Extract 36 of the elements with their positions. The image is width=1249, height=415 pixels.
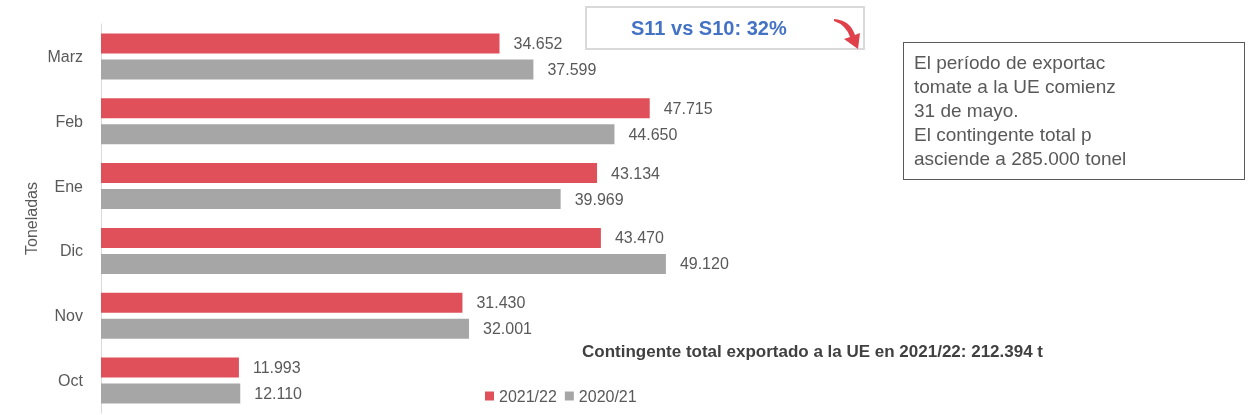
bar xyxy=(101,124,615,145)
y-tick-label: Ene xyxy=(54,177,84,195)
data-label: 34.652 xyxy=(513,34,563,52)
legend-label: 2020/21 xyxy=(578,387,637,405)
y-tick-label: Marz xyxy=(47,47,83,65)
bar xyxy=(101,357,239,378)
data-label: 43.470 xyxy=(614,229,664,247)
bar xyxy=(101,253,666,274)
y-axis-title: Toneladas xyxy=(22,182,40,255)
y-tick-label: Oct xyxy=(58,372,84,390)
legend-label: 2021/22 xyxy=(499,387,557,405)
bar xyxy=(101,189,561,210)
data-label: 37.599 xyxy=(547,60,597,78)
data-label: 44.650 xyxy=(628,125,678,143)
text: El período de exportac tomate a la UE comienz 31 de mayo. El contingente total p asciende a 285.000 tonel xyxy=(903,42,1245,180)
bar xyxy=(101,292,463,313)
data-label: 11.993 xyxy=(252,359,301,377)
bar xyxy=(101,163,598,184)
bar xyxy=(101,33,500,54)
bar xyxy=(101,318,470,339)
bar xyxy=(101,59,534,80)
y-tick-label: Nov xyxy=(54,307,83,325)
data-label: 43.134 xyxy=(611,164,661,182)
annotation: Contingente total exportado a la UE en 2021/22: 212.394 t xyxy=(582,342,1044,362)
data-label: 12.110 xyxy=(254,385,303,403)
data-label: 49.120 xyxy=(679,255,729,273)
annotation: S11 vs S10: 32% xyxy=(585,6,865,50)
bar xyxy=(101,227,601,248)
data-label: 31.430 xyxy=(476,294,526,312)
y-tick-label: Dic xyxy=(59,242,83,260)
bar xyxy=(101,98,650,119)
data-label: 39.969 xyxy=(574,190,624,208)
y-tick-label: Feb xyxy=(55,112,84,130)
data-label: 47.715 xyxy=(663,99,713,117)
data-label: 32.001 xyxy=(483,320,533,338)
bar xyxy=(101,383,241,404)
